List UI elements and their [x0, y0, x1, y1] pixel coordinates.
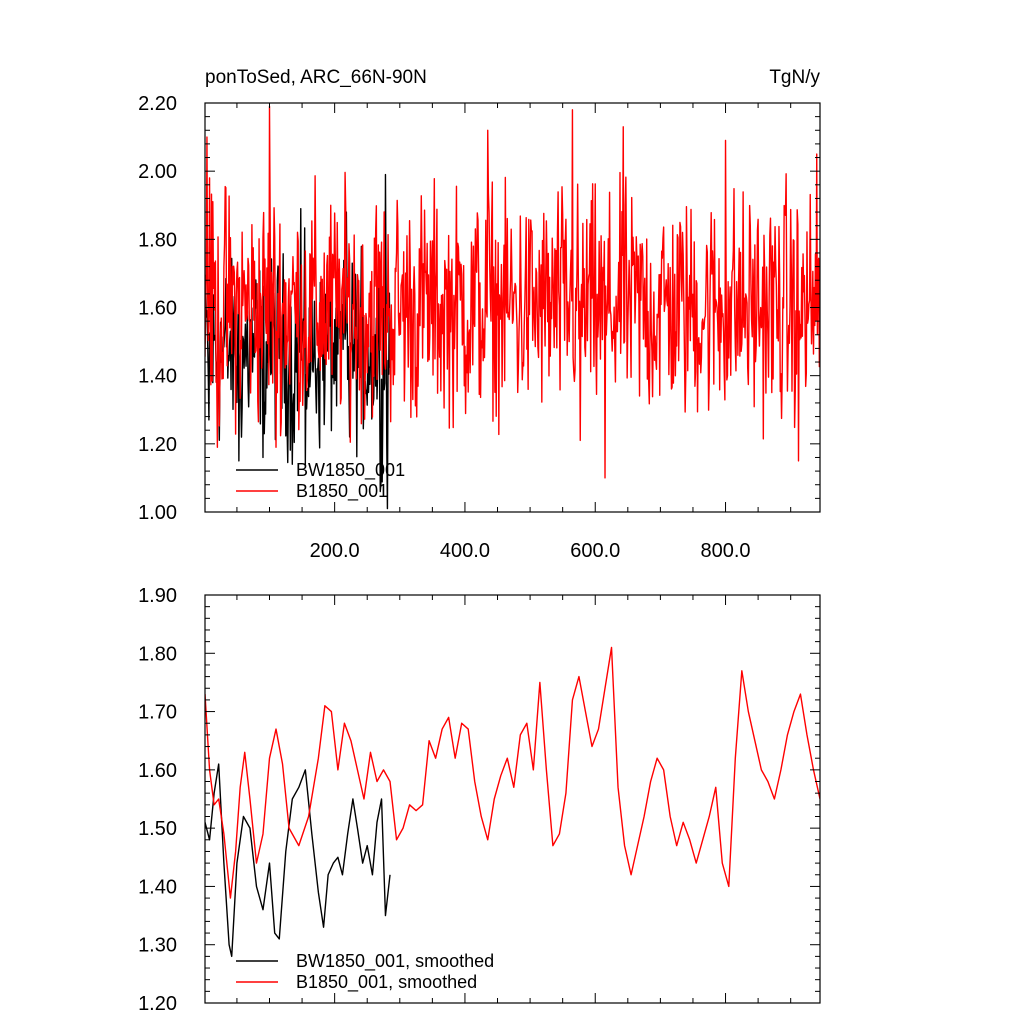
- x-tick-label: 600.0: [570, 540, 620, 562]
- y-tick-label: 1.20: [138, 993, 177, 1015]
- legend-label-b1850-001: B1850_001: [296, 481, 388, 502]
- legend-label-bw1850-001-smoothed: BW1850_001, smoothed: [296, 951, 494, 972]
- series-line-b1850-001-smoothed: [205, 646, 820, 899]
- y-tick-label: 2.00: [138, 161, 177, 183]
- y-tick-label: 1.90: [138, 585, 177, 607]
- y-tick-label: 1.60: [138, 298, 177, 320]
- y-tick-label: 1.80: [138, 643, 177, 665]
- bottom-panel: 1.20 1.30 1.40 1.50 1.60 1.70 1.80 1.90 BW1850_0…: [138, 585, 821, 1015]
- y-tick-label: 1.30: [138, 935, 177, 957]
- top-panel: 1.00 1.20 1.40 1.60 1.80 2.00 2.20 200.0 400.0 60…: [138, 93, 821, 562]
- y-tick-label: 1.40: [138, 876, 177, 898]
- chart-title: ponToSed, ARC_66N-90N: [205, 67, 427, 88]
- y-tick-label: 1.60: [138, 760, 177, 782]
- y-tick-label: 1.20: [138, 434, 177, 456]
- y-tick-label: 2.20: [138, 93, 177, 115]
- y-tick-label: 1.40: [138, 366, 177, 388]
- series-group: [205, 105, 820, 510]
- x-tick-label: 400.0: [440, 540, 490, 562]
- legend-label-b1850-001-smoothed: B1850_001, smoothed: [296, 972, 477, 993]
- chart-unit-label: TgN/y: [769, 67, 820, 88]
- y-tick-label: 1.80: [138, 229, 177, 251]
- legend-label-bw1850-001: BW1850_001: [296, 460, 405, 481]
- y-tick-label: 1.70: [138, 702, 177, 724]
- series-group: [205, 646, 820, 958]
- plot-frame: [204, 594, 821, 1004]
- series-line-b1850-001: [205, 105, 820, 479]
- x-tick-label: 800.0: [701, 540, 751, 562]
- y-tick-label: 1.50: [138, 818, 177, 840]
- x-tick-label: 200.0: [310, 540, 360, 562]
- series-line-bw1850-001-smoothed: [205, 763, 391, 958]
- y-tick-label: 1.00: [138, 502, 177, 524]
